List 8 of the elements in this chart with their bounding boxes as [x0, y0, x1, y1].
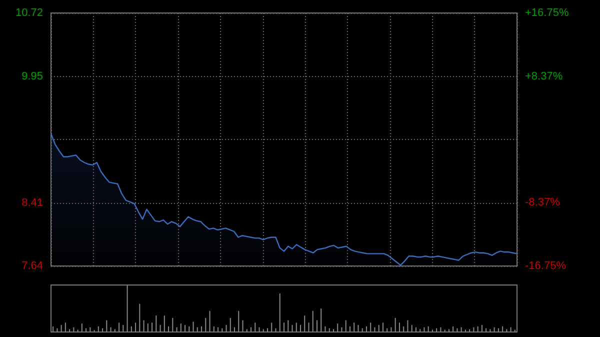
y-tick-label: 9.95 [22, 70, 43, 82]
y-tick-label: 10.72 [15, 7, 43, 19]
y2-tick-label: -8.37% [525, 196, 560, 209]
y-tick-label: 7.64 [22, 260, 43, 272]
y2-tick-label: -16.75% [525, 260, 566, 272]
y2-tick-label: +16.75% [525, 7, 569, 19]
y2-tick-label: +8.37% [525, 70, 563, 82]
y-tick-label: 8.41 [22, 196, 43, 209]
